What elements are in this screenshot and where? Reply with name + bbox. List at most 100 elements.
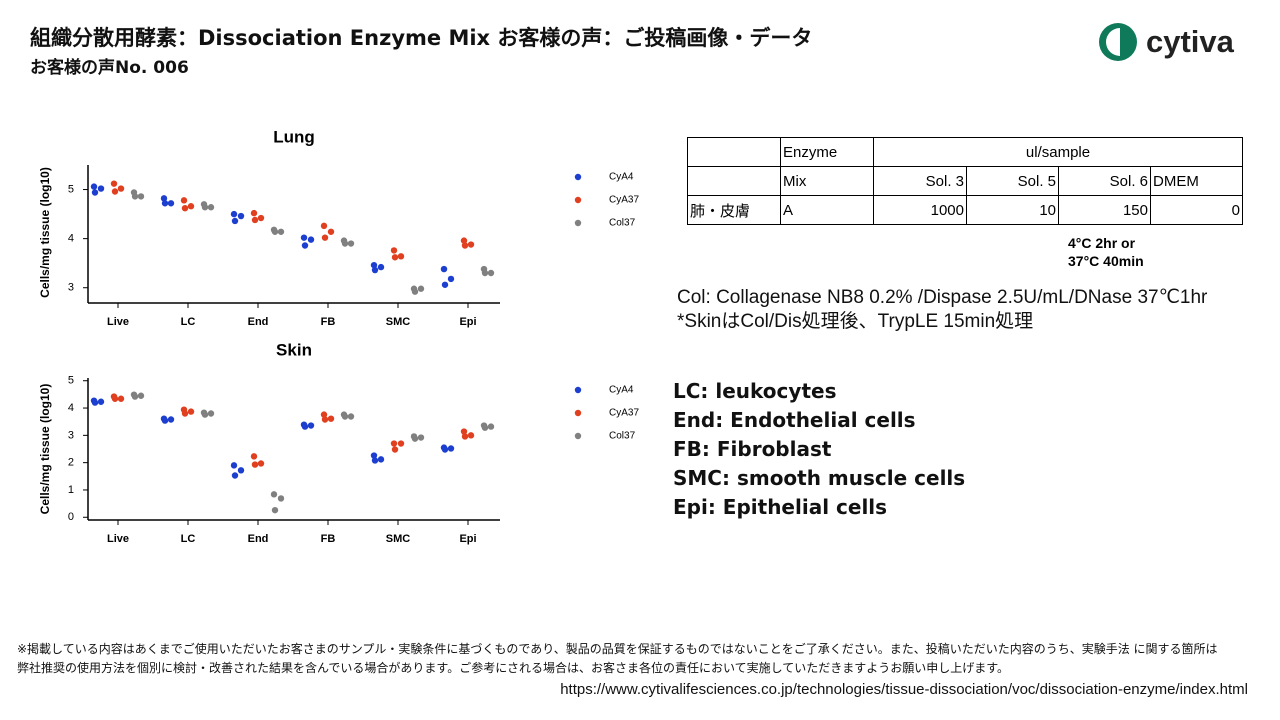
- conditions: 4°C 2hr or 37°C 40min: [1068, 234, 1144, 270]
- chart-title: Lung: [273, 127, 315, 146]
- y-tick-label: 1: [68, 484, 74, 496]
- y-tick-label: 4: [68, 233, 74, 245]
- cell: 肺・皮膚: [687, 195, 781, 225]
- x-tick-label: End: [248, 533, 269, 545]
- dot: [467, 241, 475, 248]
- dot: [487, 269, 495, 277]
- dot: [207, 204, 215, 211]
- dot: [251, 216, 259, 224]
- dot: [181, 410, 189, 417]
- dot: [201, 411, 209, 418]
- x-tick-label: Epi: [459, 316, 476, 328]
- dot: [321, 416, 329, 423]
- dot: [440, 265, 448, 273]
- cell: 1000: [873, 195, 967, 225]
- dot: [460, 237, 468, 244]
- dot: [347, 413, 355, 420]
- y-axis-label: Cells/mg tissue (log10): [38, 384, 52, 515]
- x-tick-label: SMC: [386, 316, 411, 328]
- dot: [441, 281, 449, 288]
- y-tick-label: 3: [68, 282, 74, 294]
- dot: [371, 266, 379, 274]
- dot: [441, 446, 449, 453]
- y-tick-label: 0: [68, 511, 74, 523]
- legend-label: Col37: [609, 218, 636, 229]
- cell: Sol. 5: [966, 166, 1059, 196]
- dot: [111, 188, 119, 195]
- table-row: Mix Sol. 3 Sol. 5 Sol. 6 DMEM: [687, 166, 1243, 196]
- dot: [411, 435, 419, 442]
- dot: [237, 467, 245, 474]
- legend-marker: [574, 409, 582, 417]
- dot: [97, 185, 105, 192]
- cell: 0: [1150, 195, 1243, 225]
- abbreviation: SMC: smooth muscle cells: [673, 466, 966, 490]
- legend-marker: [574, 432, 582, 440]
- abbreviation: FB: Fibroblast: [673, 437, 832, 461]
- dot: [111, 395, 119, 402]
- cell: [687, 137, 781, 167]
- abbreviation: Epi: Epithelial cells: [673, 495, 888, 519]
- cell: A: [780, 195, 874, 225]
- dot: [91, 399, 99, 406]
- legend-marker: [574, 173, 582, 181]
- notes: Col: Collagenase NB8 0.2% /Dispase 2.5U/…: [677, 286, 1207, 334]
- dot: [207, 410, 215, 417]
- dot: [307, 236, 315, 243]
- cell: Sol. 3: [873, 166, 967, 196]
- cell: DMEM: [1150, 166, 1243, 196]
- note: Col: Collagenase NB8 0.2% /Dispase 2.5U/…: [677, 287, 1208, 308]
- dot: [377, 263, 385, 271]
- y-tick-label: 4: [68, 402, 74, 414]
- dot: [481, 424, 489, 431]
- legend-label: CyA4: [609, 385, 634, 396]
- dot: [237, 212, 245, 220]
- dot: [167, 200, 175, 207]
- dot: [341, 240, 349, 247]
- dot: [327, 228, 335, 235]
- x-tick-label: Live: [107, 316, 129, 328]
- dot: [347, 240, 355, 247]
- dot: [370, 452, 378, 459]
- dot: [160, 195, 168, 202]
- dot: [231, 472, 239, 479]
- enzyme-table: Enzyme ul/sample Mix Sol. 3 Sol. 5 Sol. …: [687, 137, 1243, 225]
- table-row: Enzyme ul/sample: [687, 137, 1243, 167]
- dot: [327, 415, 335, 422]
- dot: [271, 506, 279, 514]
- disclaimer-line: 弊社推奨の使用方法を個別に検討・改善された結果を含んでいる場合があります。ご参考…: [17, 661, 1010, 675]
- x-tick-label: Live: [107, 533, 129, 545]
- dot: [90, 183, 98, 190]
- x-tick-label: LC: [181, 316, 196, 328]
- dot: [97, 398, 105, 405]
- dot: [270, 491, 278, 498]
- x-tick-label: SMC: [386, 533, 411, 545]
- cell: ul/sample: [873, 137, 1243, 167]
- legend-marker: [574, 219, 582, 227]
- x-tick-label: FB: [321, 316, 336, 328]
- dot: [417, 285, 425, 292]
- dot: [301, 242, 309, 249]
- dot: [230, 462, 238, 469]
- legend-label: CyA37: [609, 408, 639, 419]
- cell: Mix: [780, 166, 874, 196]
- dot: [461, 242, 469, 249]
- slide-title: 組織分散用酵素：Dissociation Enzyme Mix お客様の声：ご投…: [30, 26, 813, 50]
- dot: [417, 434, 425, 441]
- dot: [167, 416, 175, 423]
- dot: [257, 460, 265, 467]
- dot: [271, 228, 279, 235]
- dot: [391, 254, 399, 261]
- dot: [377, 456, 385, 463]
- y-axis-label: Cells/mg tissue (log10): [38, 167, 52, 298]
- dot: [161, 417, 169, 424]
- disclaimer: ※掲載している内容はあくまでご使用いただいたお客さまのサンプル・実験条件に基づく…: [17, 640, 1218, 678]
- chart-title: Skin: [276, 340, 312, 359]
- dot: [231, 217, 239, 225]
- legend-marker: [574, 386, 582, 394]
- table-row: 肺・皮膚 A 1000 10 150 0: [687, 195, 1243, 225]
- dot: [131, 193, 139, 200]
- condition: 4°C 2hr or: [1068, 235, 1136, 251]
